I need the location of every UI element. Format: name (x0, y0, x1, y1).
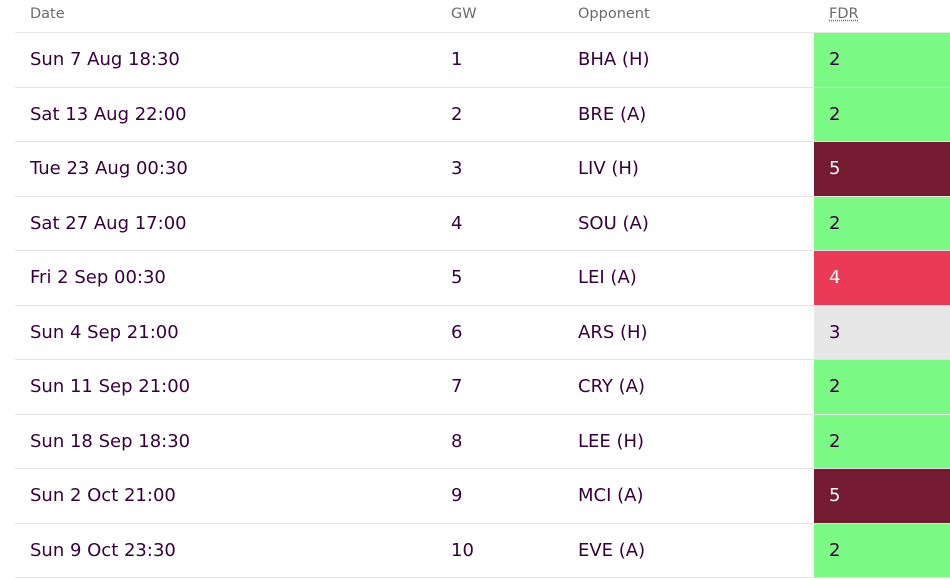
table-row: Sun 9 Oct 23:30 10 EVE (A) 2 (15, 523, 950, 578)
fixture-date: Sun 9 Oct 23:30 (30, 539, 176, 561)
fixture-date: Sun 18 Sep 18:30 (30, 430, 191, 452)
table-row: Fri 2 Sep 00:30 5 LEI (A) 4 (15, 251, 950, 306)
fdr-value: 2 (829, 430, 841, 452)
table-row: Sun 7 Aug 18:30 1 BHA (H) 2 (15, 33, 950, 88)
fixture-gameweek: 3 (451, 158, 463, 179)
table-row: Sat 13 Aug 22:00 2 BRE (A) 2 (15, 87, 950, 142)
fixture-date: Sun 2 Oct 21:00 (30, 485, 176, 506)
fixture-date: Sat 13 Aug 22:00 (30, 103, 187, 125)
fdr-value: 2 (829, 212, 841, 234)
table-row: Tue 23 Aug 00:30 3 LIV (H) 5 (15, 142, 950, 197)
fixture-date: Sun 11 Sep 21:00 (30, 376, 191, 397)
fixture-opponent: BRE (A) (578, 103, 647, 125)
table-header: Date GW Opponent FDR (15, 0, 950, 33)
fdr-value: 2 (829, 103, 841, 125)
table-row: Sat 27 Aug 17:00 4 SOU (A) 2 (15, 196, 950, 251)
fixture-opponent: LIV (H) (578, 158, 639, 179)
fixture-opponent: EVE (A) (578, 539, 646, 561)
fixtures-table: Date GW Opponent FDR Sun 7 Aug 18:30 1 BHA… (15, 0, 950, 578)
fixture-date: Fri 2 Sep 00:30 (30, 267, 166, 288)
header-opponent: Opponent (578, 6, 650, 22)
fixture-opponent: CRY (A) (578, 376, 645, 397)
fixture-date: Tue 23 Aug 00:30 (30, 158, 188, 179)
fdr-value: 5 (829, 158, 841, 179)
header-fdr[interactable]: FDR (829, 6, 859, 22)
fdr-badge: 2 (814, 87, 950, 141)
fdr-badge: 2 (814, 196, 950, 250)
fdr-badge: 2 (814, 360, 950, 414)
header-date: Date (30, 6, 65, 22)
fixture-date: Sun 7 Aug 18:30 (30, 49, 180, 70)
fdr-value: 3 (829, 321, 841, 343)
table-row: Sun 11 Sep 21:00 7 CRY (A) 2 (15, 360, 950, 415)
fixture-gameweek: 8 (451, 430, 463, 452)
fdr-badge: 5 (814, 469, 950, 523)
fdr-value: 2 (829, 539, 841, 561)
fdr-value: 5 (829, 485, 841, 506)
fixture-opponent: LEE (H) (578, 430, 645, 452)
header-gw: GW (451, 6, 477, 22)
fdr-badge: 4 (814, 251, 950, 305)
fdr-badge: 2 (814, 33, 950, 87)
fixture-gameweek: 2 (451, 103, 463, 125)
table-row: Sun 18 Sep 18:30 8 LEE (H) 2 (15, 414, 950, 469)
fixture-gameweek: 10 (451, 539, 474, 561)
fixture-gameweek: 1 (451, 49, 463, 70)
fixtures-list: Sun 7 Aug 18:30 1 BHA (H) 2 Sat 13 Aug 22:00… (15, 33, 950, 578)
fixture-opponent: MCI (A) (578, 485, 644, 506)
fixture-date: Sat 27 Aug 17:00 (30, 212, 187, 234)
fdr-value: 2 (829, 49, 841, 70)
fdr-badge: 2 (814, 523, 950, 577)
fdr-value: 4 (829, 267, 841, 288)
fixture-date: Sun 4 Sep 21:00 (30, 321, 179, 343)
fixture-gameweek: 6 (451, 321, 463, 343)
fixture-opponent: BHA (H) (578, 49, 650, 70)
fixture-opponent: ARS (H) (578, 321, 648, 343)
fixture-opponent: SOU (A) (578, 212, 649, 234)
fdr-badge: 2 (814, 414, 950, 468)
fixture-gameweek: 7 (451, 376, 463, 397)
fixture-gameweek: 9 (451, 485, 463, 506)
table-row: Sun 2 Oct 21:00 9 MCI (A) 5 (15, 469, 950, 524)
fixture-opponent: LEI (A) (578, 267, 637, 288)
fixture-gameweek: 5 (451, 267, 463, 288)
fdr-value: 2 (829, 376, 841, 397)
fdr-badge: 5 (814, 142, 950, 196)
fixture-gameweek: 4 (451, 212, 463, 234)
table-row: Sun 4 Sep 21:00 6 ARS (H) 3 (15, 305, 950, 360)
fdr-badge: 3 (814, 305, 950, 359)
